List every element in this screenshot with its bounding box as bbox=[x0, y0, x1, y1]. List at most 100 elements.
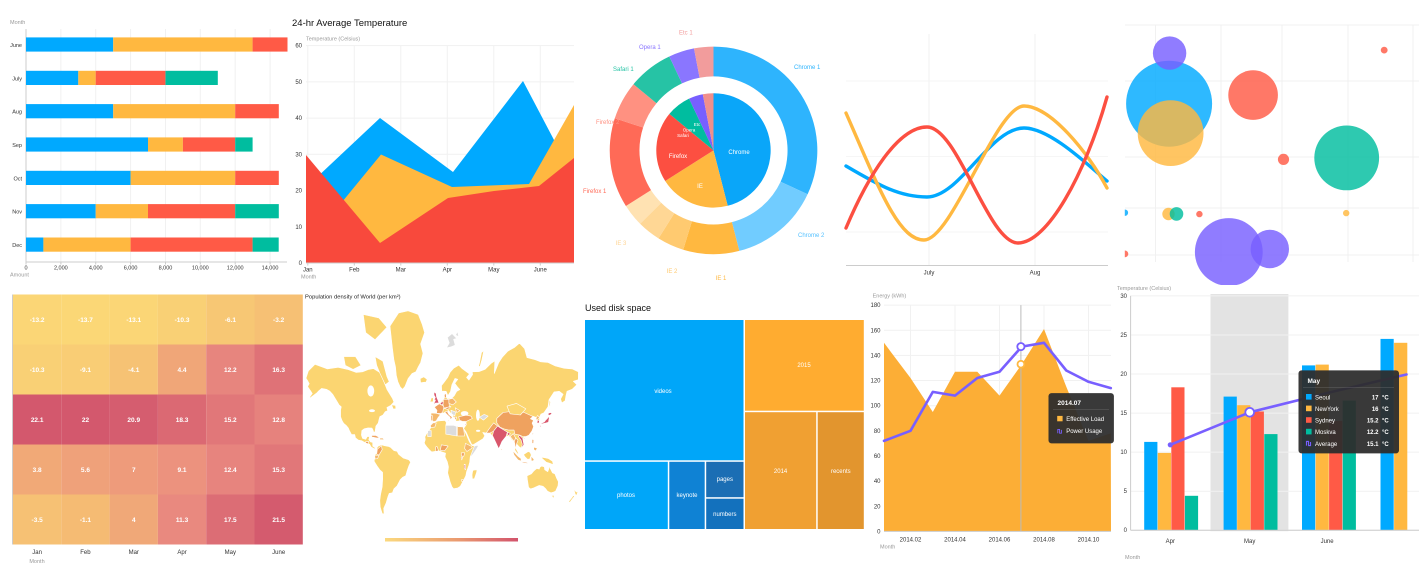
svg-text:60: 60 bbox=[295, 44, 302, 50]
svg-text:7: 7 bbox=[132, 467, 136, 474]
svg-text:Temperature (Celsius): Temperature (Celsius) bbox=[1117, 286, 1171, 292]
svg-text:17.5: 17.5 bbox=[224, 517, 237, 524]
svg-text:100: 100 bbox=[870, 404, 881, 410]
svg-text:Safari: Safari bbox=[677, 133, 689, 138]
svg-text:Opera: Opera bbox=[683, 128, 696, 133]
svg-text:0: 0 bbox=[24, 266, 27, 272]
svg-text:16: 16 bbox=[1372, 407, 1379, 413]
svg-text:Jan: Jan bbox=[303, 268, 313, 274]
svg-text:14,000: 14,000 bbox=[262, 266, 279, 272]
svg-text:24-hr Average Temperature: 24-hr Average Temperature bbox=[292, 18, 407, 29]
svg-text:180: 180 bbox=[870, 303, 881, 309]
svg-text:IE 1: IE 1 bbox=[716, 276, 727, 282]
svg-text:5: 5 bbox=[1124, 489, 1128, 495]
svg-text:9.1: 9.1 bbox=[178, 467, 187, 474]
svg-text:2014: 2014 bbox=[774, 469, 788, 475]
svg-text:20: 20 bbox=[295, 189, 302, 195]
svg-text:2014.08: 2014.08 bbox=[1033, 538, 1055, 544]
svg-text:photos: photos bbox=[617, 493, 635, 499]
svg-text:videos: videos bbox=[654, 389, 671, 395]
svg-text:°C: °C bbox=[1382, 430, 1389, 436]
svg-text:Feb: Feb bbox=[80, 550, 91, 556]
svg-text:numbers: numbers bbox=[713, 512, 736, 518]
svg-text:3.8: 3.8 bbox=[33, 467, 42, 474]
svg-text:IE 2: IE 2 bbox=[667, 269, 678, 275]
svg-text:-1.1: -1.1 bbox=[80, 517, 92, 524]
svg-text:Month: Month bbox=[29, 559, 44, 565]
svg-text:12.4: 12.4 bbox=[224, 467, 237, 474]
svg-text:Chrome: Chrome bbox=[728, 150, 750, 156]
svg-text:-4.1: -4.1 bbox=[128, 367, 140, 374]
svg-text:recents: recents bbox=[831, 469, 851, 475]
svg-text:Used disk space: Used disk space bbox=[585, 303, 651, 313]
svg-text:Chrome 1: Chrome 1 bbox=[794, 65, 821, 71]
svg-text:18.3: 18.3 bbox=[176, 417, 189, 424]
svg-text:-3.5: -3.5 bbox=[32, 517, 44, 524]
svg-text:Energy (kWh): Energy (kWh) bbox=[873, 294, 907, 300]
svg-text:°C: °C bbox=[1382, 395, 1389, 401]
svg-text:Sydney: Sydney bbox=[1315, 419, 1335, 425]
svg-text:15.2: 15.2 bbox=[1367, 419, 1379, 425]
svg-text:4.4: 4.4 bbox=[178, 367, 187, 374]
svg-text:-10.3: -10.3 bbox=[175, 317, 190, 324]
svg-text:0: 0 bbox=[299, 261, 303, 267]
svg-text:25: 25 bbox=[1120, 333, 1127, 339]
svg-text:30: 30 bbox=[295, 152, 302, 158]
svg-text:July: July bbox=[12, 76, 22, 82]
svg-text:2015: 2015 bbox=[797, 363, 811, 369]
svg-text:Month: Month bbox=[301, 275, 316, 281]
svg-text:June: June bbox=[534, 268, 548, 274]
svg-text:11.3: 11.3 bbox=[176, 517, 189, 524]
svg-text:2014.07: 2014.07 bbox=[1058, 400, 1082, 407]
svg-text:Firefox 1: Firefox 1 bbox=[583, 189, 607, 195]
svg-text:°C: °C bbox=[1382, 419, 1389, 425]
svg-text:Etc 1: Etc 1 bbox=[679, 31, 693, 37]
svg-text:21.5: 21.5 bbox=[272, 517, 285, 524]
svg-text:Amount: Amount bbox=[10, 273, 29, 279]
svg-text:-13.2: -13.2 bbox=[30, 317, 45, 324]
svg-text:Month: Month bbox=[10, 20, 25, 26]
svg-text:2014.02: 2014.02 bbox=[900, 538, 922, 544]
svg-text:12.8: 12.8 bbox=[272, 417, 285, 424]
svg-text:80: 80 bbox=[874, 429, 881, 435]
svg-text:22: 22 bbox=[82, 417, 90, 424]
svg-text:15: 15 bbox=[1120, 411, 1127, 417]
svg-text:June: June bbox=[10, 43, 22, 49]
svg-text:20: 20 bbox=[1120, 372, 1127, 378]
svg-text:6,000: 6,000 bbox=[124, 266, 138, 272]
svg-text:30: 30 bbox=[1120, 294, 1127, 300]
svg-text:Dec: Dec bbox=[12, 243, 22, 249]
svg-text:Month: Month bbox=[880, 545, 895, 551]
svg-text:Jan: Jan bbox=[32, 550, 42, 556]
svg-text:June: June bbox=[272, 550, 286, 556]
svg-text:May: May bbox=[1308, 378, 1321, 385]
svg-text:4: 4 bbox=[132, 517, 136, 524]
svg-text:pages: pages bbox=[717, 477, 733, 483]
svg-text:-13.7: -13.7 bbox=[78, 317, 93, 324]
svg-text:June: June bbox=[1321, 539, 1335, 545]
svg-text:160: 160 bbox=[870, 328, 881, 334]
svg-text:Mar: Mar bbox=[396, 268, 406, 274]
svg-text:60: 60 bbox=[874, 454, 881, 460]
svg-text:Month: Month bbox=[1125, 555, 1140, 561]
svg-text:Oct: Oct bbox=[13, 176, 22, 182]
svg-text:17: 17 bbox=[1372, 395, 1379, 401]
svg-text:120: 120 bbox=[870, 379, 881, 385]
svg-text:0: 0 bbox=[1124, 528, 1128, 534]
svg-text:10,000: 10,000 bbox=[192, 266, 209, 272]
svg-text:-13.1: -13.1 bbox=[126, 317, 141, 324]
svg-text:Feb: Feb bbox=[349, 268, 360, 274]
svg-text:12.2: 12.2 bbox=[1367, 430, 1379, 436]
svg-text:°C: °C bbox=[1382, 407, 1389, 413]
svg-text:12,000: 12,000 bbox=[227, 266, 244, 272]
svg-text:-3.2: -3.2 bbox=[273, 317, 285, 324]
svg-text:July: July bbox=[924, 271, 935, 277]
svg-text:Apr: Apr bbox=[443, 268, 452, 274]
svg-text:°C: °C bbox=[1382, 442, 1389, 448]
svg-text:-6.1: -6.1 bbox=[225, 317, 237, 324]
svg-text:12.2: 12.2 bbox=[224, 367, 237, 374]
svg-text:2014.06: 2014.06 bbox=[989, 538, 1011, 544]
svg-text:Mar: Mar bbox=[129, 550, 139, 556]
svg-text:Opera 1: Opera 1 bbox=[639, 45, 661, 51]
svg-text:Aug: Aug bbox=[1030, 271, 1041, 277]
